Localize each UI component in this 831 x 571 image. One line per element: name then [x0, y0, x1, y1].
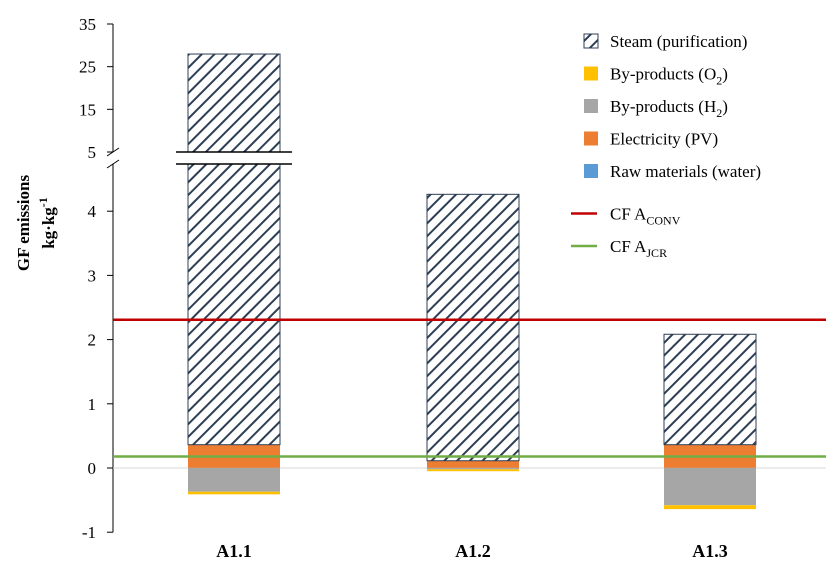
bar-segment-steam: [426, 193, 520, 462]
legend-swatch: [584, 131, 598, 146]
legend: Steam (purification) By-products (O2) By-p…: [571, 32, 761, 260]
category-labels: A1.1 A1.2 A1.3: [216, 541, 728, 561]
bar-break-gap: [176, 152, 292, 164]
y-axis-label-line1: GF emissions: [14, 175, 33, 272]
y-tick-label: 1: [88, 395, 97, 414]
tick-labels: -1 0 1 2 3 4 5 15 25 35: [79, 15, 97, 542]
y-tick-label: 5: [88, 143, 97, 162]
bars: [176, 53, 757, 510]
legend-swatch: [584, 99, 598, 113]
y-tick-label: 35: [79, 15, 96, 34]
legend-entry-label: Electricity (PV): [610, 130, 718, 149]
bar-segment-steam-upper: [187, 53, 281, 153]
bar-segment-byproducts-h2: [427, 468, 519, 470]
y-axis-label-unit: kg·kg: [39, 207, 58, 249]
bar-segment-electricity: [427, 460, 519, 468]
y-tick-label: 25: [79, 58, 96, 77]
y-axis-label: GF emissions kg·kg-1: [14, 175, 58, 272]
bar-segment-byproducts-o2: [427, 469, 519, 472]
y-tick-label: 3: [88, 266, 97, 285]
legend-swatch: [584, 164, 598, 178]
bar-segment-steam: [663, 333, 757, 446]
x-category-label: A1.2: [455, 541, 491, 561]
svg-text:GF emissions: GF emissions: [14, 175, 33, 272]
x-category-label: A1.3: [692, 541, 728, 561]
y-tick-label: 4: [88, 202, 97, 221]
y-tick-label: 2: [88, 331, 97, 350]
legend-entry-label: CF ACONV: [610, 205, 681, 228]
legend-swatch-steam: [583, 33, 599, 49]
y-tick-label: 15: [79, 100, 96, 119]
legend-entry-label: Raw materials (water): [610, 162, 761, 181]
x-category-label: A1.1: [216, 541, 252, 561]
bar-segment-byproducts-o2: [664, 505, 756, 510]
y-tick-label: 0: [88, 459, 97, 478]
y-axis-label-unit-sup: -1: [36, 197, 50, 207]
svg-text:kg·kg-1: kg·kg-1: [36, 197, 58, 249]
bar-segment-byproducts-h2: [664, 468, 756, 506]
bar-segment-byproducts-h2: [188, 468, 280, 492]
legend-swatch: [584, 66, 598, 81]
legend-entry-label: Steam (purification): [610, 32, 747, 51]
legend-entry-label: By-products (H2): [610, 97, 728, 120]
bar-segment-steam: [187, 163, 281, 446]
y-tick-label: -1: [82, 523, 96, 542]
bar-segment-byproducts-o2: [188, 491, 280, 495]
legend-entry-label: By-products (O2): [610, 65, 728, 88]
legend-entry-label: CF AJCR: [610, 237, 667, 260]
axis-break-mark-lower: [106, 159, 120, 169]
reference-lines: [113, 318, 826, 458]
